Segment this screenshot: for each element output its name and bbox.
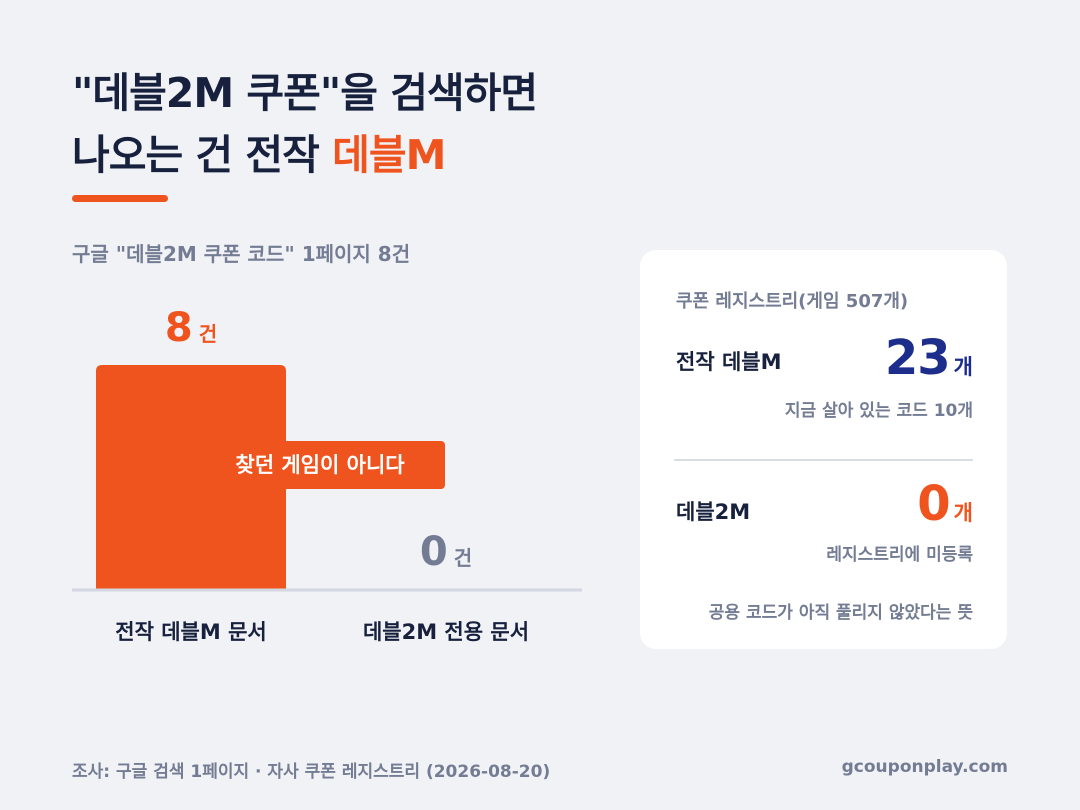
row-label-devil-2m: 데블2M [676, 500, 751, 524]
headline-line-1: "데블2M 쿠폰"을 검색하면 [72, 69, 538, 117]
registry-card: 쿠폰 레지스트리(게임 507개) 전작 데블M 23 개 지금 살아 있는 코드… [640, 250, 1007, 649]
chart-title: 구글 "데블2M 쿠폰 코드" 1페이지 8건 [72, 242, 411, 266]
accent-rule [72, 195, 168, 202]
category-label-0: 전작 데블M 문서 [115, 620, 266, 644]
row-value-devil-m-wrap: 23 개 [885, 330, 973, 386]
row-unit-devil-2m: 개 [953, 501, 973, 525]
bar-0 [96, 365, 286, 589]
row-note-devil-m: 지금 살아 있는 코드 10개 [784, 401, 973, 421]
row-label-devil-m: 전작 데블M [676, 350, 782, 374]
site-url: gcouponplay.com [841, 757, 1008, 777]
row-unit-devil-m: 개 [953, 355, 973, 379]
card-footer: 공용 코드가 아직 풀리지 않았다는 뜻 [708, 603, 973, 623]
headline-line-2-prefix: 나오는 건 전작 [72, 131, 333, 179]
card-title: 쿠폰 레지스트리(게임 507개) [676, 291, 909, 312]
headline-line-2: 나오는 건 전작 데블M [72, 124, 537, 186]
row-value-devil-m: 23 [884, 330, 951, 386]
source-note: 조사: 구글 검색 1페이지 · 자사 쿠폰 레지스트리 (2026-08-20… [72, 762, 551, 782]
headline-accent: 데블M [332, 131, 446, 179]
row-value-devil-2m: 0 [917, 476, 950, 532]
card-divider [674, 459, 973, 461]
chart-annotation: 찾던 게임이 아니다 [195, 441, 445, 489]
category-label-1: 데블2M 전용 문서 [363, 620, 529, 644]
headline: "데블2M 쿠폰"을 검색하면 나오는 건 전작 데블M [72, 62, 538, 186]
row-note-devil-2m: 레지스트리에 미등록 [826, 545, 973, 565]
